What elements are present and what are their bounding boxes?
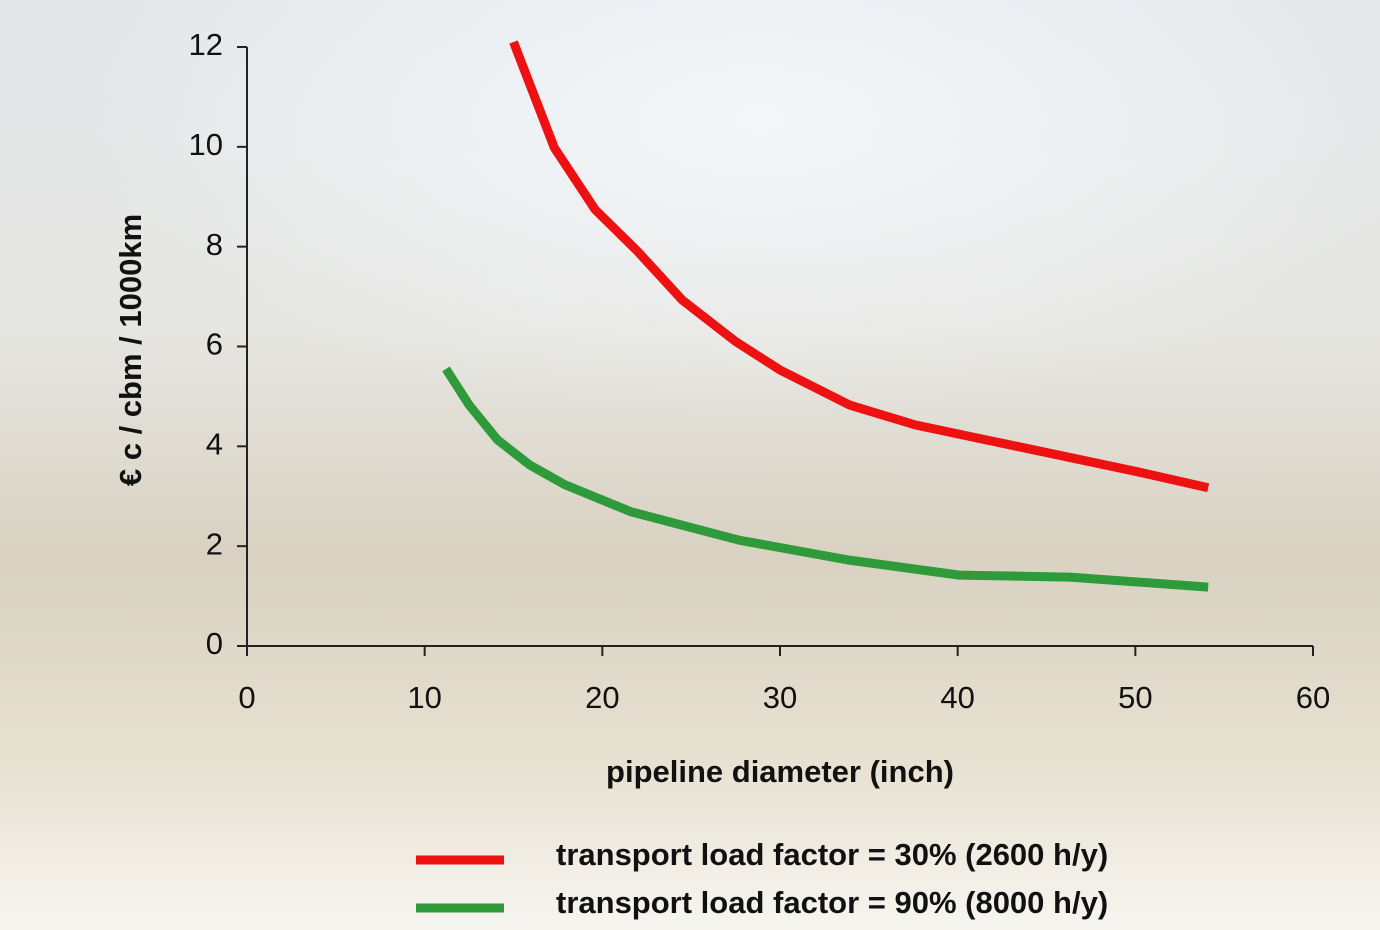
y-tick-label: 4: [206, 427, 223, 462]
legend-label: transport load factor = 90% (8000 h/y): [556, 885, 1108, 920]
x-tick-label: 60: [1296, 680, 1330, 715]
legend-label: transport load factor = 30% (2600 h/y): [556, 837, 1108, 872]
series-line: [509, 40, 1210, 493]
x-axis-label: pipeline diameter (inch): [606, 754, 954, 789]
y-tick-label: 8: [206, 227, 223, 262]
y-tick-label: 10: [189, 127, 223, 162]
x-tick-label: 50: [1118, 680, 1152, 715]
y-tick-label: 6: [206, 327, 223, 362]
background-glow: [0, 0, 1380, 600]
x-tick-label: 20: [585, 680, 619, 715]
series-line: [442, 366, 1209, 592]
y-tick-label: 0: [206, 626, 223, 661]
y-tick-label: 2: [206, 526, 223, 561]
x-tick-label: 10: [407, 680, 441, 715]
x-tick-label: 0: [238, 680, 255, 715]
y-tick-label: 12: [189, 27, 223, 62]
y-axis-label: € c / cbm / 1000km: [113, 214, 148, 486]
x-tick-label: 30: [763, 680, 797, 715]
x-tick-label: 40: [940, 680, 974, 715]
